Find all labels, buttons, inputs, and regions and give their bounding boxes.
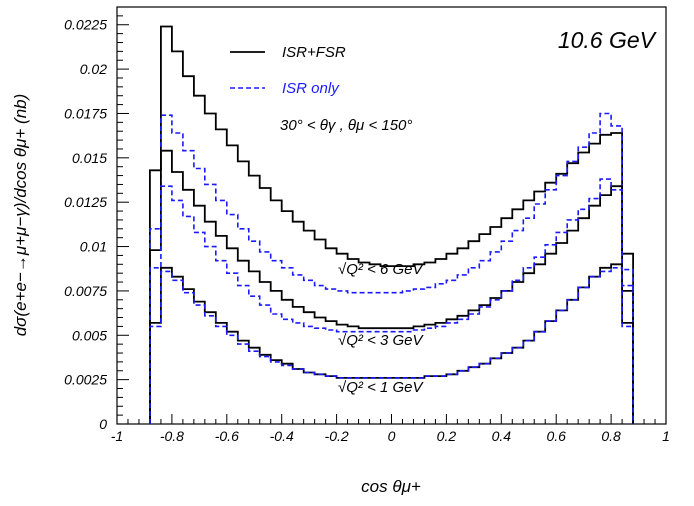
y-tick-label: 0.0225: [64, 17, 107, 33]
y-axis-title: dσ(e+e−→μ+μ−γ)/dcos θμ+ (nb): [11, 94, 30, 337]
y-tick-labels: 0 0.0025 0.005 0.0075 0.01 0.0125 0.015 0.0175 0…: [64, 17, 107, 432]
x-tick-label: -0.6: [215, 428, 239, 444]
x-tick-label: 0.8: [601, 428, 621, 444]
y-tick-label: 0.0125: [64, 194, 107, 210]
y-tick-label: 0.0025: [64, 372, 107, 388]
y-tick-label: 0.005: [72, 327, 107, 343]
legend: ISR+FSR ISR only: [230, 44, 346, 97]
annotation-q3: √Q² < 3 GeV: [338, 332, 425, 349]
y-tick-label: 0: [99, 416, 107, 432]
chart-title: 10.6 GeV: [558, 27, 658, 53]
series-isr-fsr-0: [149, 25, 634, 424]
x-axis-title: cos θμ+: [361, 477, 421, 496]
x-tick-label: -0.4: [270, 428, 294, 444]
x-tick-label: 0.6: [546, 428, 566, 444]
y-tick-label: 0.015: [72, 150, 107, 166]
plot-frame: [116, 6, 667, 425]
annotation-q6: √Q² < 6 GeV: [338, 261, 425, 278]
annotation-q1: √Q² < 1 GeV: [338, 379, 425, 396]
axis-ticks: [116, 15, 667, 425]
x-tick-label: 0: [388, 428, 396, 444]
y-tick-label: 0.0075: [64, 283, 107, 299]
y-tick-label: 0.02: [80, 61, 107, 77]
cut-label: 30° < θγ , θμ < 150°: [280, 117, 412, 134]
x-tick-labels: -1 -0.8 -0.6 -0.4 -0.2 0 0.2 0.4 0.6 0.8 1: [111, 428, 670, 444]
y-tick-label: 0.01: [80, 239, 107, 255]
series-group: [149, 25, 634, 424]
legend-label-isr-only: ISR only: [282, 80, 340, 97]
x-tick-label: 1: [662, 428, 670, 444]
x-tick-label: 0.4: [492, 428, 512, 444]
legend-label-isr-fsr: ISR+FSR: [282, 44, 346, 61]
x-tick-label: 0.2: [437, 428, 457, 444]
series-isr-only-3: [149, 178, 634, 424]
x-tick-label: -0.8: [160, 428, 184, 444]
x-tick-label: -0.2: [325, 428, 349, 444]
series-isr-only-5: [149, 267, 634, 424]
x-tick-label: -1: [111, 428, 123, 444]
series-isr-only-1: [149, 112, 634, 424]
y-tick-label: 0.0175: [64, 105, 107, 121]
